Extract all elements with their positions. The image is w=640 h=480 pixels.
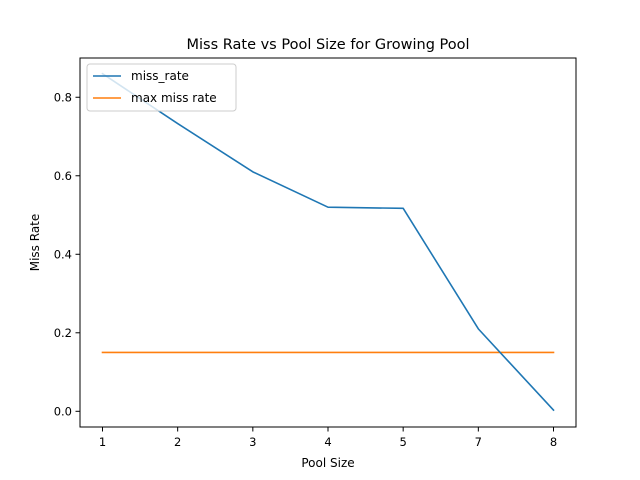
y-tick-label: 0.4	[54, 247, 72, 261]
legend-box	[86, 63, 237, 112]
y-tick-label: 0.0	[54, 404, 72, 418]
x-tick-label: 8	[550, 435, 557, 449]
legend-entry-0: miss_rate	[131, 69, 189, 83]
y-axis-label: Miss Rate	[28, 214, 42, 272]
x-tick-label: 3	[249, 435, 256, 449]
x-tick-label: 2	[174, 435, 181, 449]
y-tick-label: 0.6	[54, 169, 72, 183]
plot-area	[79, 57, 577, 428]
series-line-0	[101, 72, 555, 412]
y-axis-ticks: 0.0 0.2 0.4 0.6 0.8	[54, 90, 80, 418]
series-layer	[101, 72, 555, 412]
x-axis-ticks: 1 2 3 4 5 7 8	[99, 427, 557, 449]
y-tick-label: 0.2	[54, 326, 72, 340]
legend-entry-1: max miss rate	[131, 91, 217, 105]
x-tick-label: 7	[475, 435, 482, 449]
x-tick-label: 5	[400, 435, 407, 449]
plot-frame	[79, 57, 577, 428]
x-axis-label: Pool Size	[301, 456, 354, 470]
x-tick-label: 1	[99, 435, 106, 449]
x-tick-label: 4	[324, 435, 331, 449]
chart-title: Miss Rate vs Pool Size for Growing Pool	[186, 37, 469, 53]
y-tick-label: 0.8	[54, 90, 72, 104]
